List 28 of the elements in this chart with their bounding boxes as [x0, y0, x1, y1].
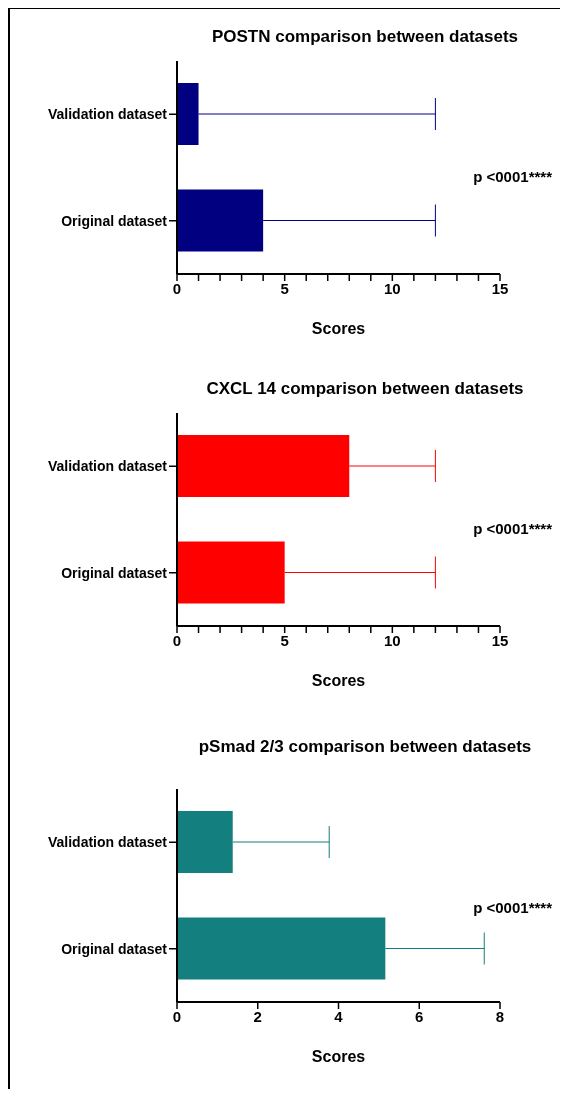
- x-axis-title: Scores: [311, 320, 366, 337]
- annotation: p <0001****: [473, 520, 552, 537]
- x-axis-title: Scores: [311, 1048, 366, 1065]
- annotation: p <0001****: [473, 899, 552, 916]
- x-tick-label: 6: [415, 1007, 424, 1025]
- y-tick-label: Original dataset: [61, 212, 168, 229]
- x-tick-label: 0: [172, 279, 182, 297]
- chart-title: POSTN comparison between datasets: [210, 27, 520, 47]
- x-tick-label: 10: [383, 279, 401, 297]
- chart-title: pSmad 2/3 comparison between datasets: [197, 737, 533, 757]
- y-tick-label: Validation dataset: [47, 106, 168, 123]
- x-tick-label: 15: [491, 279, 509, 297]
- x-tick-label: 5: [280, 631, 289, 649]
- y-tick-label: Validation dataset: [47, 834, 168, 851]
- x-tick-label: 0: [172, 1007, 182, 1025]
- x-tick-label: 10: [383, 631, 401, 649]
- chart-title: CXCL 14 comparison between datasets: [205, 379, 525, 399]
- y-tick-label: Original dataset: [61, 564, 168, 581]
- annotation: p <0001****: [473, 168, 552, 185]
- x-tick-label: 2: [253, 1007, 262, 1025]
- y-tick-label: Validation dataset: [47, 458, 168, 475]
- x-axis-title: Scores: [311, 672, 366, 689]
- x-tick-label: 4: [334, 1007, 344, 1025]
- x-tick-label: 0: [172, 631, 182, 649]
- x-tick-label: 8: [495, 1007, 505, 1025]
- y-tick-label: Original dataset: [61, 940, 168, 957]
- x-tick-label: 5: [280, 279, 289, 297]
- x-tick-label: 15: [491, 631, 509, 649]
